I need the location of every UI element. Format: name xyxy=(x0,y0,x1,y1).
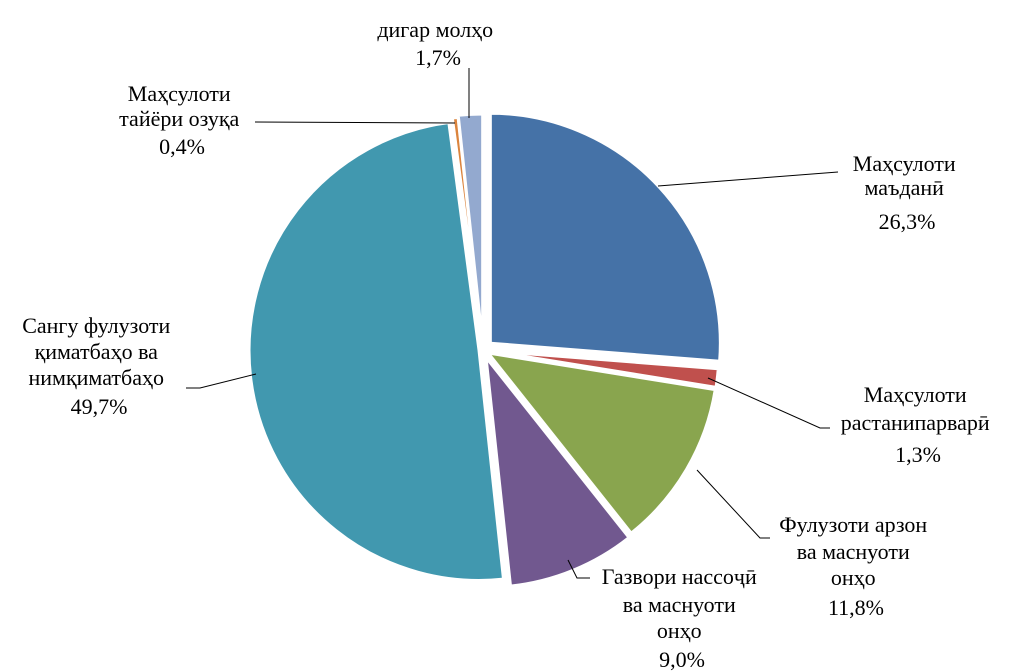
leader-line-food xyxy=(254,121,456,124)
leader-line-mineral xyxy=(657,171,839,187)
label-precious-stones-metals: Сангу фулузоти қиматбаҳо ва нимқиматбаҳо… xyxy=(22,313,176,419)
slice-mineral-products xyxy=(488,111,722,363)
label-plant-products: Маҳсулоти растанипарварӣ 1,3% xyxy=(841,382,995,467)
leader-line-precious xyxy=(186,373,257,389)
label-prepared-food: Маҳсулоти тайёри озуқа 0,4% xyxy=(119,81,245,159)
leader-line-textile xyxy=(567,559,590,579)
pie-slices xyxy=(247,111,722,588)
leader-lines xyxy=(186,68,839,579)
slice-other-goods xyxy=(456,112,485,345)
slice-precious-stones-metals xyxy=(247,120,506,582)
slice-base-metals xyxy=(484,350,717,536)
label-textiles: Газвори нассоҷӣ ва маснуоти онҳо 9,0% xyxy=(602,564,763,671)
label-other-goods: дигар молҳо 1,7% xyxy=(377,17,498,70)
label-base-metals: Фулузоти арзон ва маснуоти онҳо 11,8% xyxy=(779,512,932,620)
leader-line-metals xyxy=(696,469,770,539)
label-mineral-products: Маҳсулоти маъданӣ 26,3% xyxy=(853,151,961,234)
leader-line-plant xyxy=(707,377,830,429)
slice-plant-products xyxy=(488,349,720,390)
